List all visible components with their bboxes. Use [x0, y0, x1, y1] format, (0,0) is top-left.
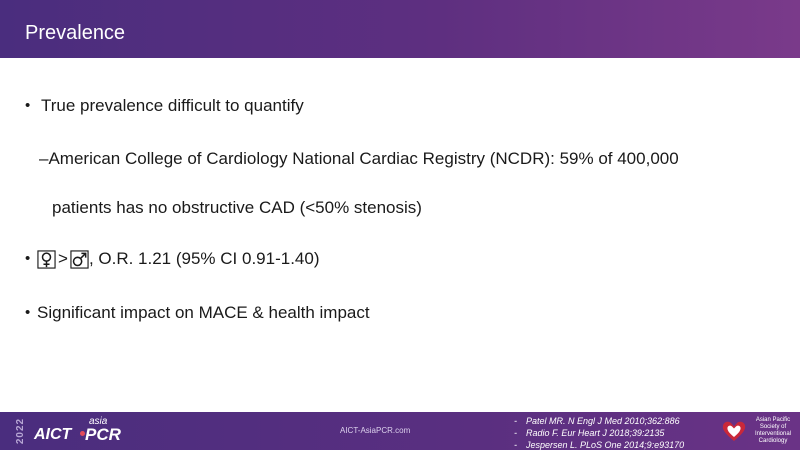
logo-pcr-text: PCR: [85, 425, 121, 444]
reference-item: - Patel MR. N Engl J Med 2010;362:886: [514, 416, 680, 426]
bullet-4: •: [25, 250, 31, 267]
reference-item: - Jespersen L. PLoS One 2014;9:e93170: [514, 440, 685, 450]
sub-bullet-ncdr-line-2: patients has no obstructive CAD (<50% st…: [52, 198, 422, 217]
bullet-1: •: [25, 97, 31, 114]
bullet-5: •: [25, 304, 31, 321]
slide-title: Prevalence: [25, 22, 126, 44]
reference-item: - Radio F. Eur Heart J 2018;39:2135: [514, 428, 665, 438]
society-name: Asian Pacific Society of Interventional …: [754, 417, 792, 444]
footer-bar: 2022 AICT asia PCR AICT-AsiaPCR.com - Pat…: [0, 412, 800, 450]
year-label: 2022: [14, 417, 26, 445]
references-list: - Patel MR. N Engl J Med 2010;362:886 - Ra…: [514, 415, 724, 451]
aict-asiapcr-logo: AICT asia PCR: [34, 416, 124, 446]
bullet-text-mace-impact: Significant impact on MACE & health impa…: [37, 303, 370, 322]
logo-dot-icon: [80, 431, 85, 436]
bullet-text-prevalence: True prevalence difficult to quantify: [41, 96, 304, 115]
apsic-logo: Asian Pacific Society of Interventional …: [718, 416, 798, 448]
heart-icon: [722, 421, 746, 441]
title-bar: Prevalence: [0, 0, 800, 58]
odds-ratio-text: , O.R. 1.21 (95% CI 0.91-1.40): [88, 249, 320, 268]
bullet-text-sex-ratio: > , O.R. 1.21 (95% CI 0.91-1.40): [37, 248, 320, 270]
logo-aict-text: AICT: [34, 426, 72, 443]
comparison-sign: >: [58, 249, 68, 268]
slide-body: • True prevalence difficult to quantify …: [25, 96, 679, 322]
female-symbol-icon: [37, 249, 56, 269]
logo-asia-text: asia: [89, 416, 108, 427]
sub-bullet-ncdr-line-1: –American College of Cardiology National…: [39, 149, 679, 168]
male-symbol-icon: [70, 249, 89, 269]
website-link[interactable]: AICT-AsiaPCR.com: [340, 426, 411, 435]
